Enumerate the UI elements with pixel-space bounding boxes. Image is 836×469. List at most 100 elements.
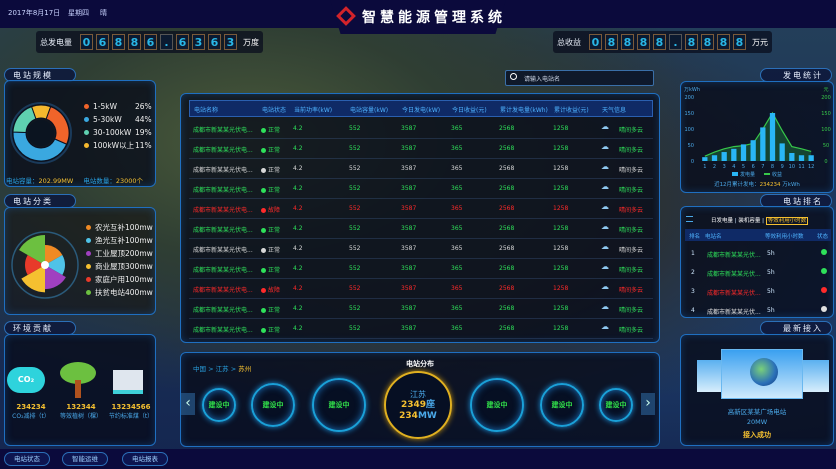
next-arrow-button[interactable]: › <box>641 393 655 415</box>
column-header[interactable]: 今日收益(元) <box>452 107 487 114</box>
breadcrumb-china[interactable]: 中国 <box>193 365 206 373</box>
region-circle[interactable]: 建设中 <box>470 378 524 432</box>
column-header[interactable]: 电站名称 <box>194 107 219 114</box>
region-circle[interactable]: 建设中 <box>599 388 633 422</box>
table-row[interactable]: 成都市新某某光伏电... 正常 4.2 552 3587 365 2568 1258 ☁ 晴间多云 <box>189 119 653 139</box>
counter-digit: . <box>160 34 173 50</box>
table-row[interactable]: 成都市新某某光伏电... 正常 4.2 552 3587 365 2568 1258 ☁ 晴间多云 <box>189 139 653 159</box>
station-report-button[interactable]: 电站报表 <box>122 452 168 466</box>
cell-power: 4.2 <box>293 205 303 212</box>
env-value: 132344 <box>66 403 96 411</box>
legend-value: 400mw <box>125 288 153 297</box>
generation-bar-11 <box>798 155 805 161</box>
generation-bar-3 <box>721 152 727 161</box>
column-header[interactable]: 今日发电(kW) <box>402 107 441 114</box>
cloud-sun-icon: ☁ <box>601 222 609 231</box>
status-dot <box>261 148 266 153</box>
tab-equivalent-hours[interactable]: 等效利用小时数 <box>765 217 809 225</box>
column-header[interactable]: 电站状态 <box>262 107 287 114</box>
tab-daily-generation[interactable]: 日发电量 <box>711 218 734 224</box>
donut-slice-1 <box>12 131 68 162</box>
legend-dot <box>86 225 91 230</box>
status-cell: 正常 <box>261 125 280 134</box>
search-icon <box>510 73 517 80</box>
legend-pct: 19% <box>135 128 152 137</box>
status-cell: 正常 <box>261 245 280 254</box>
column-header[interactable]: 当前功率(kW) <box>294 107 333 114</box>
table-row[interactable]: 成都市新某某光伏电... 正常 4.2 552 3587 365 2568 1258 ☁ 晴间多云 <box>189 219 653 239</box>
column-header[interactable]: 天气信息 <box>602 107 627 114</box>
cloud-sun-icon: ☁ <box>601 262 609 271</box>
x-tick-label: 2 <box>713 164 716 170</box>
legend-dot <box>86 251 91 256</box>
counter-digit: 6 <box>96 34 109 50</box>
legend-swatch-income <box>764 173 770 175</box>
table-row[interactable]: 成都市新某某光伏电... 正常 4.2 552 3587 365 2568 1258 ☁ 晴间多云 <box>189 319 653 339</box>
prev-arrow-button[interactable]: ‹ <box>181 393 195 415</box>
cell-total-gen: 2568 <box>499 325 515 332</box>
counter-digit: 8 <box>637 34 650 50</box>
y-tick-right: 100 <box>821 127 831 133</box>
cell-total-income: 1258 <box>553 325 569 332</box>
status-label: 建设中 <box>208 401 230 409</box>
legend-value: 200mw <box>125 249 153 258</box>
ranking-row[interactable]: 3 成都市新某某光伏... 5h <box>687 283 831 303</box>
table-row[interactable]: 成都市新某某光伏电... 正常 4.2 552 3587 365 2568 1258 ☁ 晴间多云 <box>189 299 653 319</box>
cell-power: 4.2 <box>293 185 303 192</box>
table-row[interactable]: 成都市新某某光伏电... 正常 4.2 552 3587 365 2568 1258 ☁ 晴间多云 <box>189 179 653 199</box>
menu-icon[interactable] <box>686 216 693 222</box>
station-image-next[interactable] <box>799 360 829 392</box>
ranking-tabs: 日发电量 | 装机容量 | 等效利用小时数 <box>711 217 809 225</box>
legend-pct: 11% <box>135 141 152 150</box>
column-header[interactable]: 累计发电量(kWh) <box>500 107 548 114</box>
counter-digit: 6 <box>208 34 221 50</box>
status-dot <box>821 249 827 255</box>
ranking-row[interactable]: 4 成都市新某某光伏... 5h <box>687 302 831 322</box>
cell-today-income: 365 <box>451 245 463 252</box>
env-value: 13234566 <box>111 403 151 411</box>
counter-digit: 0 <box>589 34 602 50</box>
region-circle[interactable]: 建设中 <box>202 388 236 422</box>
search-input[interactable]: 请输入电站名 <box>505 70 654 86</box>
region-circle[interactable]: 建设中 <box>251 383 295 427</box>
status-cell: 故障 <box>261 285 280 294</box>
status-dot <box>821 287 827 293</box>
column-header[interactable]: 电站容量(kW) <box>350 107 389 114</box>
total-income-counter: 总收益 0 8 8 8 8. 8 8 8 8 万元 <box>553 31 772 53</box>
region-circle-jiangsu[interactable]: 江苏 2349座 234MW <box>384 371 452 439</box>
legend-dot <box>86 264 91 269</box>
smart-ops-button[interactable]: 智能运维 <box>62 452 108 466</box>
table-row[interactable]: 成都市新某某光伏电... 正常 4.2 552 3587 365 2568 1258 ☁ 晴间多云 <box>189 239 653 259</box>
env-label: CO₂减排（t） <box>12 413 50 420</box>
ranking-row[interactable]: 2 成都市新某某光伏... 5h <box>687 264 831 284</box>
y-axis-label-left: 万kWh <box>684 87 700 93</box>
counter-digit: 8 <box>128 34 141 50</box>
table-row[interactable]: 成都市新某某光伏电... 故障 4.2 552 3587 365 2568 1258 ☁ 晴间多云 <box>189 279 653 299</box>
tab-installed-capacity[interactable]: 装机容量 <box>738 218 761 224</box>
y-tick-right: 200 <box>821 95 831 101</box>
cell-total-income: 1258 <box>553 305 569 312</box>
scale-donut-chart <box>10 102 72 164</box>
breadcrumb-jiangsu[interactable]: 江苏 <box>215 365 229 373</box>
latest-station-status: 接入成功 <box>743 431 771 439</box>
table-row[interactable]: 成都市新某某光伏电... 正常 4.2 552 3587 365 2568 1258 ☁ 晴间多云 <box>189 159 653 179</box>
breadcrumb-suzhou[interactable]: 苏州 <box>238 365 252 373</box>
cell-today-gen: 3587 <box>401 165 417 172</box>
ranking-row[interactable]: 1 成都市新某某光伏... 5h <box>687 245 831 265</box>
station-status-button[interactable]: 电站状态 <box>4 452 50 466</box>
x-tick-label: 12 <box>808 164 814 170</box>
table-row[interactable]: 成都市新某某光伏电... 故障 4.2 552 3587 365 2568 1258 ☁ 晴间多云 <box>189 199 653 219</box>
legend-dot <box>86 277 91 282</box>
y-tick-left: 100 <box>684 127 694 133</box>
region-circle[interactable]: 建设中 <box>540 383 584 427</box>
cell-weather: 晴间多云 <box>619 287 644 294</box>
x-tick-label: 5 <box>742 164 745 170</box>
y-tick-left: 0 <box>691 159 694 165</box>
column-header[interactable]: 累计收益(元) <box>554 107 589 114</box>
cell-weather: 晴间多云 <box>619 167 644 174</box>
cell-today-income: 365 <box>451 165 463 172</box>
table-row[interactable]: 成都市新某某光伏电... 正常 4.2 552 3587 365 2568 1258 ☁ 晴间多云 <box>189 259 653 279</box>
station-image[interactable] <box>721 349 803 399</box>
region-circle[interactable]: 建设中 <box>312 378 366 432</box>
status-text: 故障 <box>268 287 281 294</box>
